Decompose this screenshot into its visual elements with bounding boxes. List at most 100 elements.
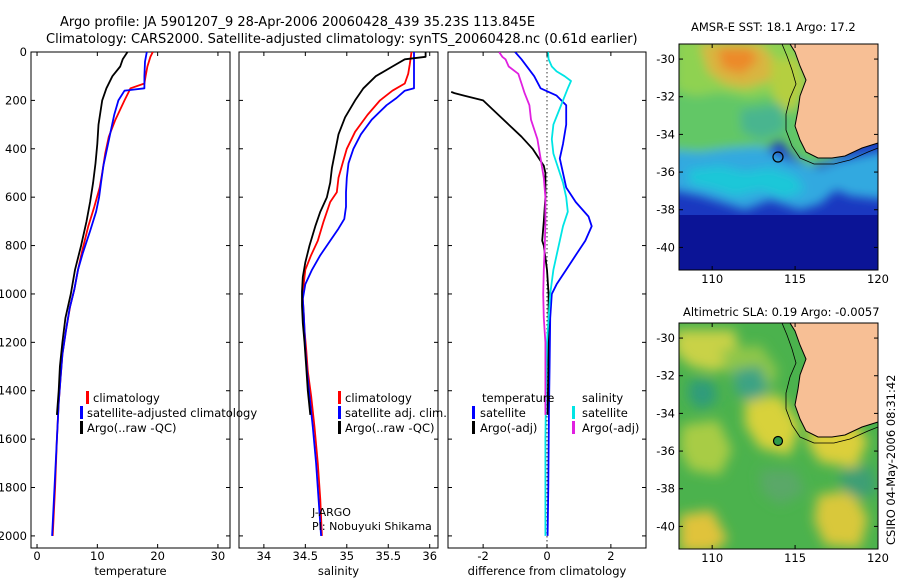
x-tick-label: -2 — [477, 549, 488, 563]
legend-swatch-climatology — [338, 391, 341, 404]
legend-label-temperature-argo: Argo(-adj) — [480, 421, 537, 435]
y-tick-label: 800 — [5, 239, 27, 253]
x-tick-label: 20 — [150, 549, 165, 563]
temperature-legend: climatology satellite-adjusted climatolo… — [80, 391, 257, 435]
legend-swatch-satellite-adjusted — [338, 406, 341, 419]
legend-swatch-salinity-satellite — [572, 406, 575, 419]
sla-float-marker — [772, 435, 784, 447]
sla-map-frame — [678, 322, 879, 550]
temperature-satellite-adjusted-line — [51, 52, 148, 536]
map-y-tick-label: -30 — [656, 331, 675, 345]
legend-swatch-temperature-argo — [472, 421, 475, 434]
y-tick-label: 0 — [20, 45, 27, 59]
map-y-tick-label: -32 — [656, 90, 675, 104]
x-axis-label: temperature — [94, 564, 166, 578]
x-tick-label: 30 — [211, 549, 226, 563]
map-x-tick-label: 115 — [784, 272, 806, 286]
x-tick-label: 35.5 — [375, 549, 401, 563]
y-tick-label: 200 — [5, 93, 27, 107]
figure-title-line-2: Climatology: CARS2000. Satellite-adjuste… — [46, 32, 638, 47]
sst-map-panel: AMSR-E SST: 18.1 Argo: 17.2 110 115 120 -30… — [656, 20, 889, 286]
legend-label-satellite-adjusted: satellite adj. clim. — [345, 406, 447, 420]
agency-label: J-ARGO — [311, 506, 351, 519]
x-axis-label: salinity — [318, 564, 359, 578]
x-tick-label: 34.5 — [293, 549, 319, 563]
plot-frame — [238, 51, 439, 549]
legend-swatch-satellite-adjusted — [80, 406, 83, 419]
x-tick-label: 0 — [33, 549, 40, 563]
series-group — [51, 52, 154, 536]
x-tick-label: 36 — [422, 549, 437, 563]
figure-title-line-1: Argo profile: JA 5901207_9 28-Apr-2006 2… — [60, 15, 535, 30]
legend-label-satellite-adjusted: satellite-adjusted climatology — [87, 406, 257, 420]
legend-label-argo: Argo(..raw -QC) — [345, 421, 435, 435]
salinity-legend: climatology satellite adj. clim. Argo(..… — [338, 391, 447, 435]
sla-coastline — [789, 322, 879, 438]
map-x-tick-label: 115 — [784, 551, 806, 565]
salinity-difference-argo-line — [498, 52, 547, 415]
sla-map-panel: Altimetric SLA: 0.19 Argo: -0.0057 110 11… — [656, 305, 889, 565]
map-x-tick-label: 120 — [867, 551, 889, 565]
temperature-profile-panel: 0 10 20 30 0 200 400 600 800 1000 1200 1400 1600 1800… — [0, 45, 231, 578]
x-tick-label: 10 — [90, 549, 105, 563]
legend-heading-salinity: salinity — [582, 391, 623, 405]
legend-label-climatology: climatology — [93, 391, 160, 405]
sst-float-marker — [772, 151, 784, 163]
map-y-tick-label: -30 — [656, 52, 675, 66]
legend-label-salinity-argo: Argo(-adj) — [582, 421, 639, 435]
y-tick-label: 400 — [5, 142, 27, 156]
x-axis-label: difference from climatology — [468, 564, 627, 578]
legend-heading-temperature: temperature — [482, 391, 554, 405]
legend-swatch-temperature-satellite — [472, 406, 475, 419]
map-y-tick-label: -32 — [656, 369, 675, 383]
temperature-difference-satellite-line — [514, 52, 593, 536]
salinity-profile-panel: 34 34.5 35 35.5 36 salinity — [238, 51, 439, 578]
x-tick-label: 35 — [339, 549, 354, 563]
map-x-tick-label: 120 — [867, 272, 889, 286]
plot-frame — [30, 51, 231, 549]
legend-label-salinity-satellite: satellite — [582, 406, 628, 420]
sst-coastline — [789, 43, 879, 159]
map-y-tick-label: -36 — [656, 165, 675, 179]
sla-land — [790, 323, 878, 437]
map-y-tick-label: -34 — [656, 127, 675, 141]
pi-label: PI: Nobuyuki Shikama — [312, 520, 432, 533]
sst-field — [679, 44, 878, 210]
series-group — [301, 52, 427, 536]
sst-isobath — [781, 43, 879, 165]
y-tick-label: 1600 — [0, 432, 27, 446]
map-x-tick-label: 110 — [701, 272, 723, 286]
sst-map-title: AMSR-E SST: 18.1 Argo: 17.2 — [691, 20, 856, 34]
y-tick-label: 1000 — [0, 287, 27, 301]
sla-map-title: Altimetric SLA: 0.19 Argo: -0.0057 — [683, 305, 880, 319]
sst-map-frame — [678, 43, 879, 271]
map-y-tick-label: -34 — [656, 406, 675, 420]
salinity-difference-satellite-line — [544, 52, 572, 536]
legend-label-climatology: climatology — [345, 391, 412, 405]
map-y-tick-label: -38 — [656, 482, 675, 496]
y-tick-label: 1800 — [0, 481, 27, 495]
legend-swatch-argo — [338, 421, 341, 434]
sst-deep-band — [679, 215, 878, 270]
legend-label-temperature-satellite: satellite — [480, 406, 526, 420]
sla-map-axes: 110 115 120 -30 -32 -34 -36 -38 -40 — [656, 323, 889, 565]
legend-label-argo: Argo(..raw -QC) — [87, 421, 177, 435]
sst-map-axes: 110 115 120 -30 -32 -34 -36 -38 -40 — [656, 44, 889, 286]
x-tick-label: 34 — [257, 549, 272, 563]
map-y-tick-label: -36 — [656, 444, 675, 458]
x-tick-label: 0 — [543, 549, 550, 563]
salinity-argo-line — [301, 52, 427, 415]
y-tick-label: 600 — [5, 190, 27, 204]
map-y-tick-label: -38 — [656, 203, 675, 217]
salinity-climatology-line — [301, 52, 413, 536]
difference-legend: temperature satellite Argo(-adj) salinit… — [472, 391, 639, 435]
y-tick-label: 2000 — [0, 529, 27, 543]
sst-land — [790, 44, 878, 158]
map-y-tick-label: -40 — [656, 240, 675, 254]
legend-swatch-climatology — [86, 391, 89, 404]
y-tick-label: 1400 — [0, 384, 27, 398]
sla-isobath — [781, 322, 879, 444]
legend-swatch-salinity-argo — [572, 421, 575, 434]
